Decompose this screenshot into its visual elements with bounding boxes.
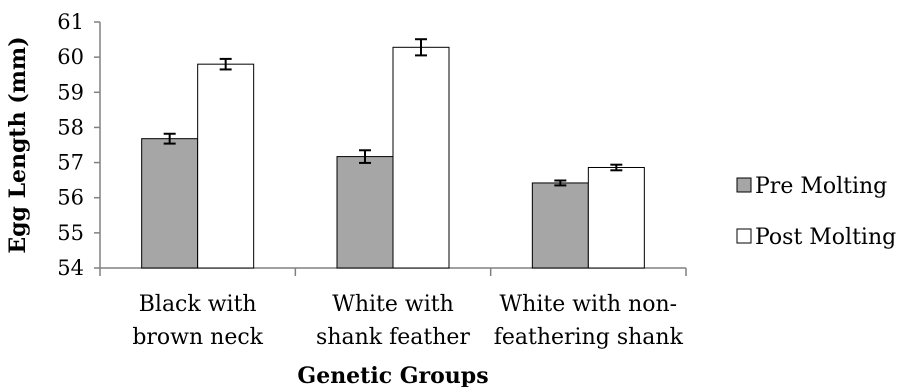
y-axis-title: Egg Length (mm)	[5, 36, 31, 253]
x-tick-label: shank feather	[316, 325, 470, 350]
bar-pre-molting	[141, 138, 199, 269]
bar-post-molting	[197, 63, 255, 269]
legend-label: Post Molting	[755, 225, 896, 250]
y-tick-label: 61	[57, 10, 84, 34]
y-tick-label: 56	[57, 186, 84, 210]
y-tick-label: 60	[57, 45, 84, 69]
legend-swatch	[736, 177, 752, 193]
x-tick-label: brown neck	[132, 325, 263, 350]
legend-label: Pre Molting	[755, 174, 887, 199]
tick-labels: 54 55 56 57 58 59 60 61 Black with brown neck Whit…	[57, 10, 683, 350]
y-tick-label: 55	[57, 221, 84, 245]
bars	[141, 46, 645, 269]
bar-post-molting	[392, 46, 450, 269]
bar-pre-molting	[336, 156, 394, 269]
y-tick-label: 54	[57, 256, 84, 280]
x-tick-label: feathering shank	[494, 325, 684, 350]
x-axis-title: Genetic Groups	[297, 363, 488, 387]
x-tick-label: Black with	[139, 292, 257, 317]
x-tick-label: White with	[332, 292, 454, 317]
legend: Pre Molting Post Molting	[736, 174, 896, 250]
bar-pre-molting	[531, 182, 589, 269]
y-tick-label: 59	[57, 80, 84, 104]
legend-swatch	[736, 228, 752, 244]
y-tick-label: 58	[57, 115, 84, 139]
y-tick-label: 57	[57, 151, 84, 175]
bar-post-molting	[587, 166, 645, 269]
x-tick-label: White with non-	[500, 292, 678, 317]
error-bars	[163, 38, 623, 187]
